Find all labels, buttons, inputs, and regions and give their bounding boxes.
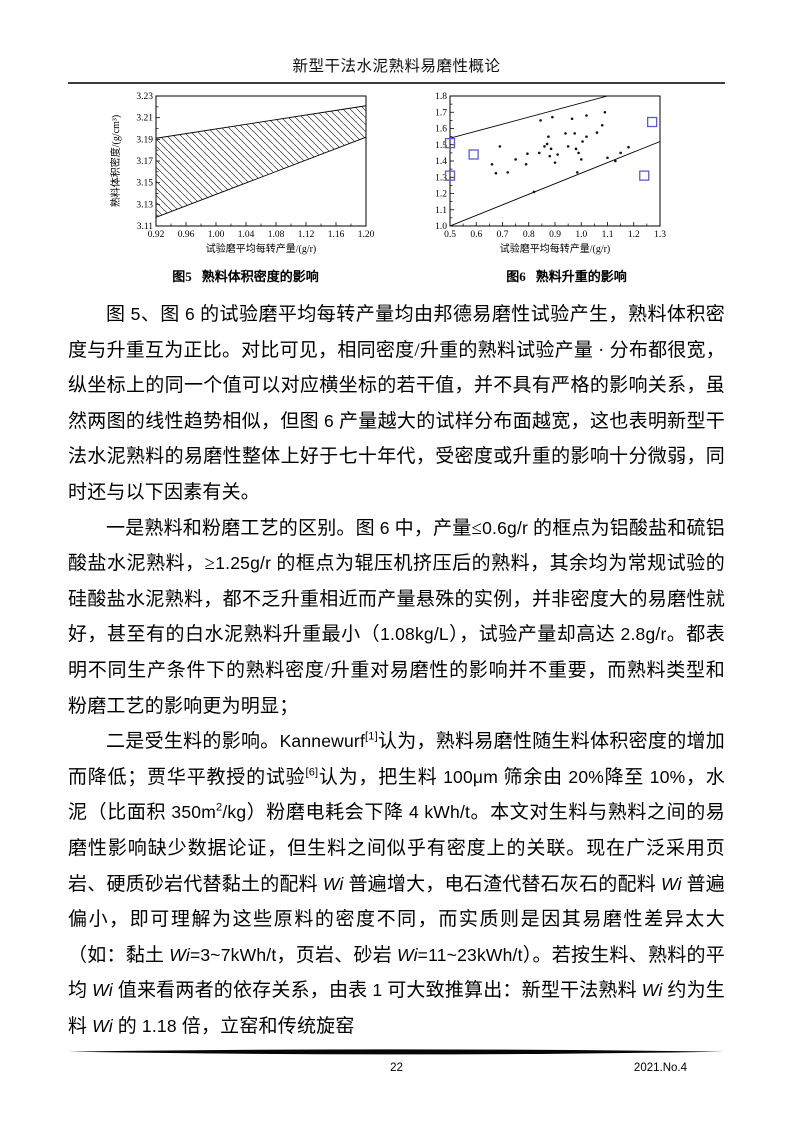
figure6-caption-text: 熟料升重的影响: [535, 269, 627, 284]
svg-text:熟料体积密度/(g/cm³): 熟料体积密度/(g/cm³): [109, 115, 122, 207]
svg-text:1.3: 1.3: [435, 173, 447, 183]
svg-text:0.96: 0.96: [178, 230, 195, 240]
figure5-caption-no: 图5: [172, 269, 192, 284]
figure5-caption: 图5 熟料体积密度的影响: [98, 266, 393, 285]
footer-taper-rule: [68, 1049, 724, 1055]
svg-text:3.13: 3.13: [136, 200, 153, 210]
svg-text:3.15: 3.15: [136, 179, 153, 189]
figure5-chart: 0.92 0.96 1.00 1.04 1.08 1.12 1.16 1.20 3.11 3.13…: [109, 92, 375, 255]
svg-text:1.0: 1.0: [575, 230, 587, 240]
svg-text:1.3: 1.3: [654, 230, 666, 240]
svg-text:3.17: 3.17: [136, 157, 153, 167]
svg-text:0.7: 0.7: [497, 230, 509, 240]
figure6-caption: 图6 熟料升重的影响: [418, 266, 715, 285]
paragraph: 二是受生料的影响。Kannewurf[1]认为，熟料易磨性随生料体积密度的增加而…: [68, 730, 726, 1037]
figure6-caption-no: 图6: [506, 269, 526, 284]
svg-text:1.2: 1.2: [435, 190, 447, 200]
svg-text:0.6: 0.6: [470, 230, 482, 240]
svg-text:试验磨平均每转产量/(g/r): 试验磨平均每转产量/(g/r): [206, 242, 317, 255]
svg-text:1.16: 1.16: [328, 230, 345, 240]
svg-text:3.11: 3.11: [137, 222, 154, 232]
svg-text:1.04: 1.04: [238, 230, 255, 240]
svg-text:0.5: 0.5: [444, 230, 456, 240]
figure5-caption-text: 熟料体积密度的影响: [201, 269, 319, 284]
body-text: 图 5、图 6 的试验磨平均每转产量均由邦德易磨性试验产生，熟料体积密度与升重互…: [68, 297, 725, 1044]
svg-text:3.21: 3.21: [136, 114, 153, 124]
svg-text:0.92: 0.92: [148, 230, 165, 240]
svg-text:1.5: 1.5: [435, 141, 447, 151]
svg-text:1.0: 1.0: [435, 222, 447, 232]
figure-6: 0.5 0.6 0.7 0.8 0.9 1.0 1.1 1.2 1.3 1.0 1.1 1.2 1.3 1…: [418, 88, 715, 285]
figure-5: 0.92 0.96 1.00 1.04 1.08 1.12 1.16 1.20 3.11 3.13…: [98, 88, 393, 285]
svg-text:1.1: 1.1: [602, 230, 614, 240]
svg-text:1.6: 1.6: [435, 125, 447, 135]
svg-text:0.8: 0.8: [523, 230, 535, 240]
svg-text:1.20: 1.20: [358, 230, 375, 240]
svg-text:1.08: 1.08: [268, 230, 285, 240]
svg-text:3.23: 3.23: [136, 92, 153, 102]
footer-page-number: 22: [390, 1062, 403, 1074]
header-rule: [68, 82, 725, 84]
paragraph: 图 5、图 6 的试验磨平均每转产量均由邦德易磨性试验产生，熟料体积密度与升重互…: [68, 304, 725, 503]
svg-text:1.00: 1.00: [208, 230, 225, 240]
svg-text:1.12: 1.12: [298, 230, 315, 240]
svg-text:0.9: 0.9: [549, 230, 561, 240]
svg-text:1.1: 1.1: [435, 206, 447, 216]
svg-text:试验磨平均每转产量/(g/r): 试验磨平均每转产量/(g/r): [500, 242, 611, 255]
svg-text:1.2: 1.2: [628, 230, 640, 240]
svg-text:1.8: 1.8: [435, 92, 447, 102]
svg-text:1.4: 1.4: [435, 157, 447, 167]
footer-issue: 2021.No.4: [633, 1062, 687, 1074]
paragraph: 一是熟料和粉磨工艺的区别。图 6 中，产量≤0.6g/r 的框点为铝酸盐和硫铝酸…: [68, 517, 725, 717]
svg-text:1.7: 1.7: [435, 108, 447, 118]
page-header-title: 新型干法水泥熟料易磨性概论: [292, 58, 501, 75]
figure6-chart: 0.5 0.6 0.7 0.8 0.9 1.0 1.1 1.2 1.3 1.0 1.1 1.2 1.3 1…: [435, 92, 666, 255]
svg-text:3.19: 3.19: [136, 135, 153, 145]
